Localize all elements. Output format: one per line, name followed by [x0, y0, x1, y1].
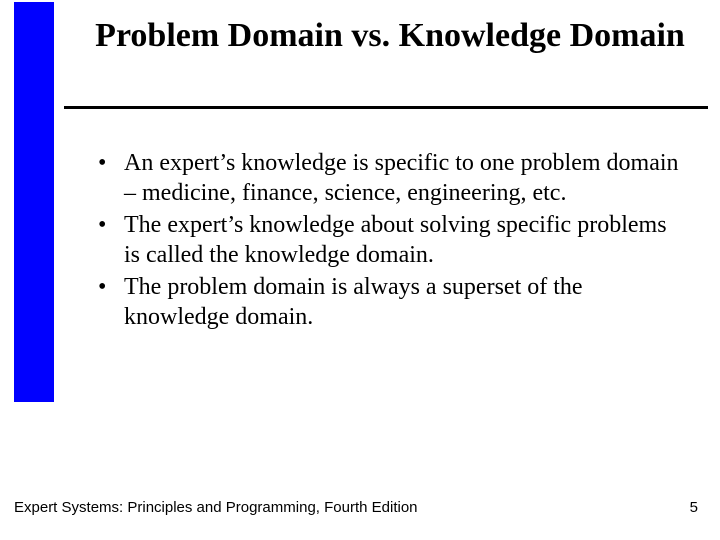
footer-source: Expert Systems: Principles and Programmi…	[14, 499, 418, 516]
page-number: 5	[690, 499, 698, 516]
bullet-list: An expert’s knowledge is specific to one…	[94, 148, 684, 332]
bullet-item: An expert’s knowledge is specific to one…	[94, 148, 684, 208]
title-block: Problem Domain vs. Knowledge Domain	[90, 16, 690, 56]
body-block: An expert’s knowledge is specific to one…	[94, 148, 684, 334]
accent-bar	[14, 2, 54, 402]
bullet-item: The expert’s knowledge about solving spe…	[94, 210, 684, 270]
slide-title: Problem Domain vs. Knowledge Domain	[90, 16, 690, 56]
bullet-item: The problem domain is always a superset …	[94, 272, 684, 332]
title-rule	[64, 106, 708, 109]
